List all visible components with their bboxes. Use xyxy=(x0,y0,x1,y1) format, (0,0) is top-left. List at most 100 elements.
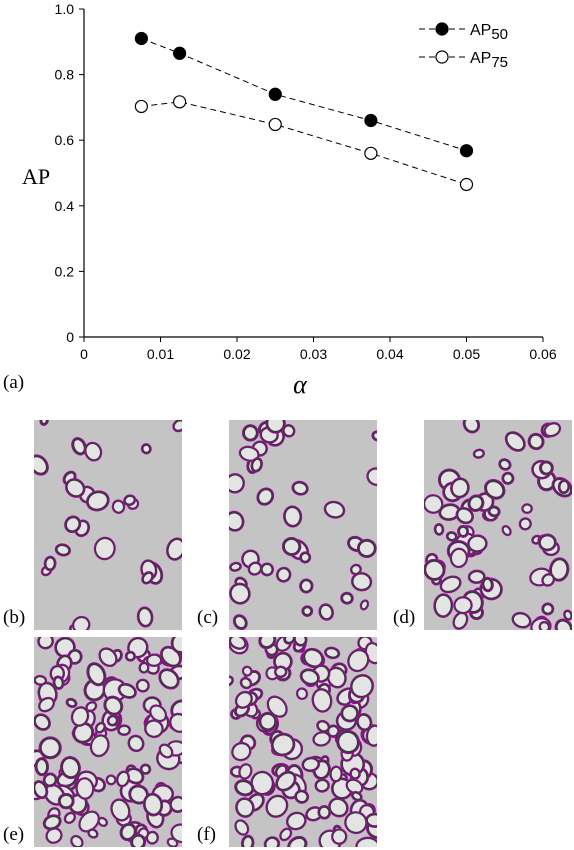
detection-outline xyxy=(314,778,330,793)
bubble-body xyxy=(424,558,446,581)
bubble-body xyxy=(302,647,324,669)
detection-outline xyxy=(498,458,512,471)
bubble-body xyxy=(229,582,251,605)
bubble xyxy=(65,697,78,708)
bubble-body xyxy=(229,562,242,572)
bubble xyxy=(169,795,182,813)
detection-outline xyxy=(455,506,475,525)
bubble-body xyxy=(258,711,278,732)
legend-entry-ap50: AP50 xyxy=(470,22,508,43)
detection-outline xyxy=(543,422,562,438)
bubble xyxy=(87,828,99,839)
detection-outline xyxy=(276,566,292,583)
bubble xyxy=(34,780,49,800)
bubble xyxy=(158,743,174,759)
bubble xyxy=(563,609,572,621)
bubble xyxy=(86,662,107,687)
bubble-body xyxy=(170,637,182,654)
detection-outline xyxy=(75,777,95,800)
x-tick-label: 0 xyxy=(80,346,88,362)
bubble-body xyxy=(65,478,86,498)
detection-outline xyxy=(350,790,363,802)
bubble xyxy=(239,676,253,690)
bubble xyxy=(265,794,289,818)
detection-outline xyxy=(117,682,137,699)
bubble-body xyxy=(462,420,480,434)
bubble-body xyxy=(137,606,154,628)
bubble-body xyxy=(232,614,248,630)
bubble-image-c xyxy=(229,420,377,630)
bubble-body xyxy=(360,599,369,610)
bubble xyxy=(273,665,288,679)
detection-outline xyxy=(34,713,51,731)
detection-outline xyxy=(326,666,347,689)
detection-outline xyxy=(340,704,359,723)
detection-outline xyxy=(424,494,444,514)
bubble-body xyxy=(110,798,130,822)
bubble-body xyxy=(563,609,572,621)
bubble xyxy=(328,797,349,818)
detection-outline xyxy=(312,731,332,747)
detection-outline xyxy=(70,706,90,727)
bubble xyxy=(70,706,90,727)
bubble xyxy=(232,614,248,630)
detection-outline xyxy=(347,648,370,673)
bubble-body xyxy=(65,697,78,708)
bubble xyxy=(229,637,247,650)
bubble xyxy=(481,576,494,593)
x-tick-label: 0.06 xyxy=(529,346,556,362)
bubble-body xyxy=(95,722,106,734)
panel-label-d: (d) xyxy=(393,607,416,628)
detection-outline xyxy=(275,770,297,792)
bubble-body xyxy=(273,651,293,672)
bubble xyxy=(98,647,118,668)
bubble-body xyxy=(265,795,288,818)
bubble xyxy=(285,811,307,831)
bubble xyxy=(231,741,252,762)
bubble-body xyxy=(37,637,54,650)
bubble-body xyxy=(86,662,107,687)
bubble xyxy=(314,778,330,793)
bubble-body xyxy=(324,646,340,659)
series-lines xyxy=(141,38,467,185)
bubble xyxy=(275,770,297,792)
bubble-body xyxy=(274,665,287,678)
bubble xyxy=(365,724,377,747)
bubble xyxy=(37,637,55,650)
detection-outline xyxy=(472,448,486,459)
bubble xyxy=(511,611,532,629)
bubble xyxy=(141,571,154,585)
bubble-body xyxy=(487,505,501,518)
bubble-body xyxy=(521,503,533,514)
bubble xyxy=(65,478,86,498)
bubble xyxy=(43,555,57,572)
bubble xyxy=(135,678,150,693)
detection-outline xyxy=(57,792,75,810)
legend-entry-subscript: 50 xyxy=(491,26,508,43)
detection-outline xyxy=(38,736,62,760)
bubble xyxy=(318,603,334,621)
detection-outline xyxy=(42,814,62,831)
bubble-body xyxy=(446,531,458,542)
detection-outline xyxy=(229,473,245,494)
bubble xyxy=(501,471,515,485)
detection-outline xyxy=(293,637,308,647)
bubble-body xyxy=(130,833,147,847)
detection-outline xyxy=(323,500,346,519)
bubble xyxy=(229,582,251,605)
bubble xyxy=(89,734,110,758)
bubble xyxy=(123,494,137,507)
detection-outline xyxy=(273,665,288,679)
bubble xyxy=(75,777,95,800)
bubble xyxy=(350,572,373,592)
bubble xyxy=(518,517,532,531)
bubble-body xyxy=(293,637,308,647)
bubble-body xyxy=(260,562,274,576)
bubble-body xyxy=(501,471,515,485)
bubble xyxy=(234,690,253,709)
bubble-body xyxy=(98,647,118,667)
bubble xyxy=(340,591,354,605)
bubble-body xyxy=(312,688,332,713)
detection-outline xyxy=(127,734,145,753)
panel-label-e: (e) xyxy=(3,824,25,845)
